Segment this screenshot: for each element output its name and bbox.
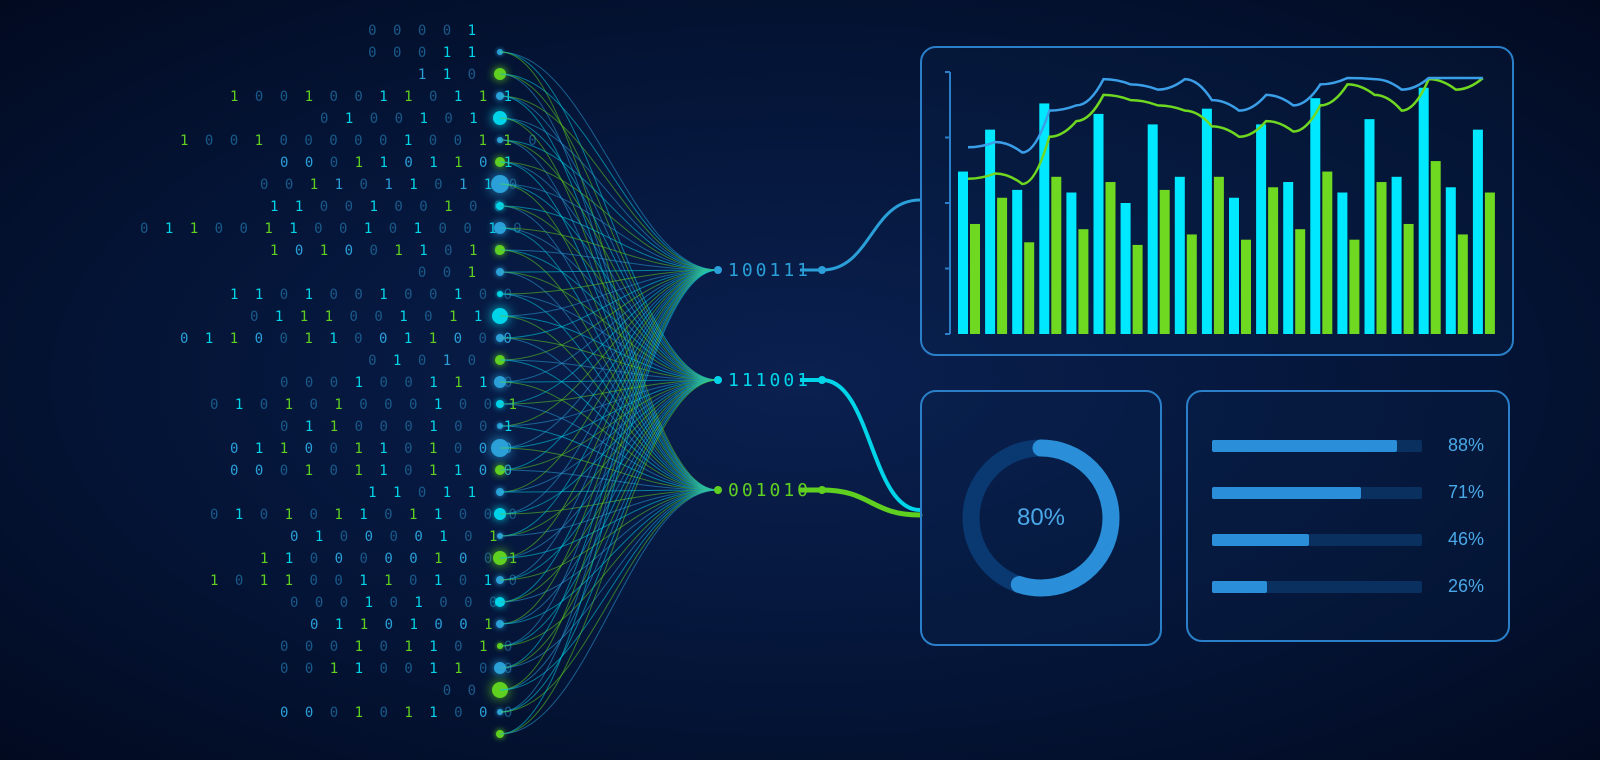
binary-row: 0 1 1 0 0 1 1 0 0 1 0 1 0 0 1 0 (80, 218, 480, 240)
binary-data-cloud: 0 0 0 0 10 0 0 1 11 1 01 0 0 1 0 0 1 1 0… (80, 20, 480, 740)
binary-row: 1 0 0 1 0 0 0 0 0 1 0 0 1 1 0 (80, 130, 480, 152)
binary-row: 1 1 0 0 0 0 0 1 0 0 1 (80, 548, 480, 570)
binary-row: 1 1 0 1 0 0 1 0 0 1 0 0 (80, 284, 480, 306)
binary-row: 0 1 1 0 0 0 1 0 0 1 (80, 416, 480, 438)
progress-bar-fill (1212, 487, 1361, 499)
binary-row: 0 0 0 1 1 (80, 42, 480, 64)
progress-bar-row: 46% (1212, 529, 1484, 550)
binary-row: 0 0 0 1 1 0 1 1 0 1 (80, 152, 480, 174)
chart-panel (920, 46, 1514, 356)
donut-panel: 80% (920, 390, 1162, 646)
binary-row: 1 1 0 0 1 0 0 1 0 0 (80, 196, 480, 218)
progress-bar-track (1212, 440, 1422, 452)
binary-row: 1 1 0 1 1 (80, 482, 480, 504)
progress-bar-label: 26% (1436, 576, 1484, 597)
binary-row: 0 0 0 1 0 1 1 0 0 0 (80, 702, 480, 724)
binary-row: 0 1 0 0 1 0 1 (80, 108, 480, 130)
binary-row: 0 0 1 1 0 0 1 1 0 0 (80, 658, 480, 680)
progress-bar-label: 46% (1436, 529, 1484, 550)
progress-bar-fill (1212, 534, 1309, 546)
progress-bar-label: 88% (1436, 435, 1484, 456)
progress-bars-panel: 88% 71% 46% 26% (1186, 390, 1510, 642)
binary-row: 0 1 0 0 0 0 1 0 1 (80, 526, 480, 548)
binary-row: 0 1 0 1 0 1 0 0 0 1 0 0 1 (80, 394, 480, 416)
progress-bar-track (1212, 581, 1422, 593)
binary-row: 0 0 0 0 1 (80, 20, 480, 42)
binary-row: 1 0 1 0 0 1 1 0 1 0 (80, 240, 480, 262)
binary-row: 1 1 0 (80, 64, 480, 86)
binary-row: 1 0 0 1 0 0 1 1 0 1 1 1 (80, 86, 480, 108)
binary-row: 0 0 0 1 0 1 1 0 1 0 (80, 636, 480, 658)
progress-bar-track (1212, 487, 1422, 499)
binary-row: 0 0 (80, 680, 480, 702)
binary-row: 0 1 1 0 0 1 1 0 1 0 0 0 (80, 438, 480, 460)
binary-row: 0 0 0 1 0 1 1 0 1 1 0 0 (80, 460, 480, 482)
binary-row: 0 1 1 1 0 0 1 0 1 1 1 (80, 306, 480, 328)
mid-binary-label: 100111 (728, 260, 811, 281)
binary-row: 0 1 0 1 0 (80, 350, 480, 372)
output-connectors (800, 0, 940, 760)
binary-row: 1 0 1 1 0 0 1 1 0 1 0 1 0 (80, 570, 480, 592)
binary-row: 0 0 0 1 0 1 0 0 0 (80, 592, 480, 614)
progress-bar-fill (1212, 440, 1397, 452)
progress-bar-label: 71% (1436, 482, 1484, 503)
progress-bar-row: 71% (1212, 482, 1484, 503)
progress-bar-row: 88% (1212, 435, 1484, 456)
binary-row: 0 0 0 1 0 0 1 1 1 0 (80, 372, 480, 394)
binary-row: 0 1 1 0 1 0 0 1 (80, 614, 480, 636)
binary-row: 0 1 1 0 0 1 1 0 0 1 1 0 0 0 (80, 328, 480, 350)
mid-binary-label: 001010 (728, 480, 811, 501)
binary-row: 0 0 1 1 0 1 1 0 1 1 0 (80, 174, 480, 196)
progress-bar-track (1212, 534, 1422, 546)
donut-value-label: 80% (1017, 504, 1065, 532)
binary-row: 0 1 0 1 0 1 1 0 1 1 0 0 0 (80, 504, 480, 526)
progress-bar-fill (1212, 581, 1267, 593)
binary-row: 0 0 1 (80, 262, 480, 284)
infographic-root: 0 0 0 0 10 0 0 1 11 1 01 0 0 1 0 0 1 1 0… (0, 0, 1600, 760)
bar-line-chart (922, 48, 1512, 354)
progress-bar-row: 26% (1212, 576, 1484, 597)
mid-binary-label: 111001 (728, 370, 811, 391)
